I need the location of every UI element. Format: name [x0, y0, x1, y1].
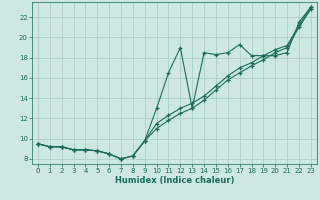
X-axis label: Humidex (Indice chaleur): Humidex (Indice chaleur)	[115, 176, 234, 185]
